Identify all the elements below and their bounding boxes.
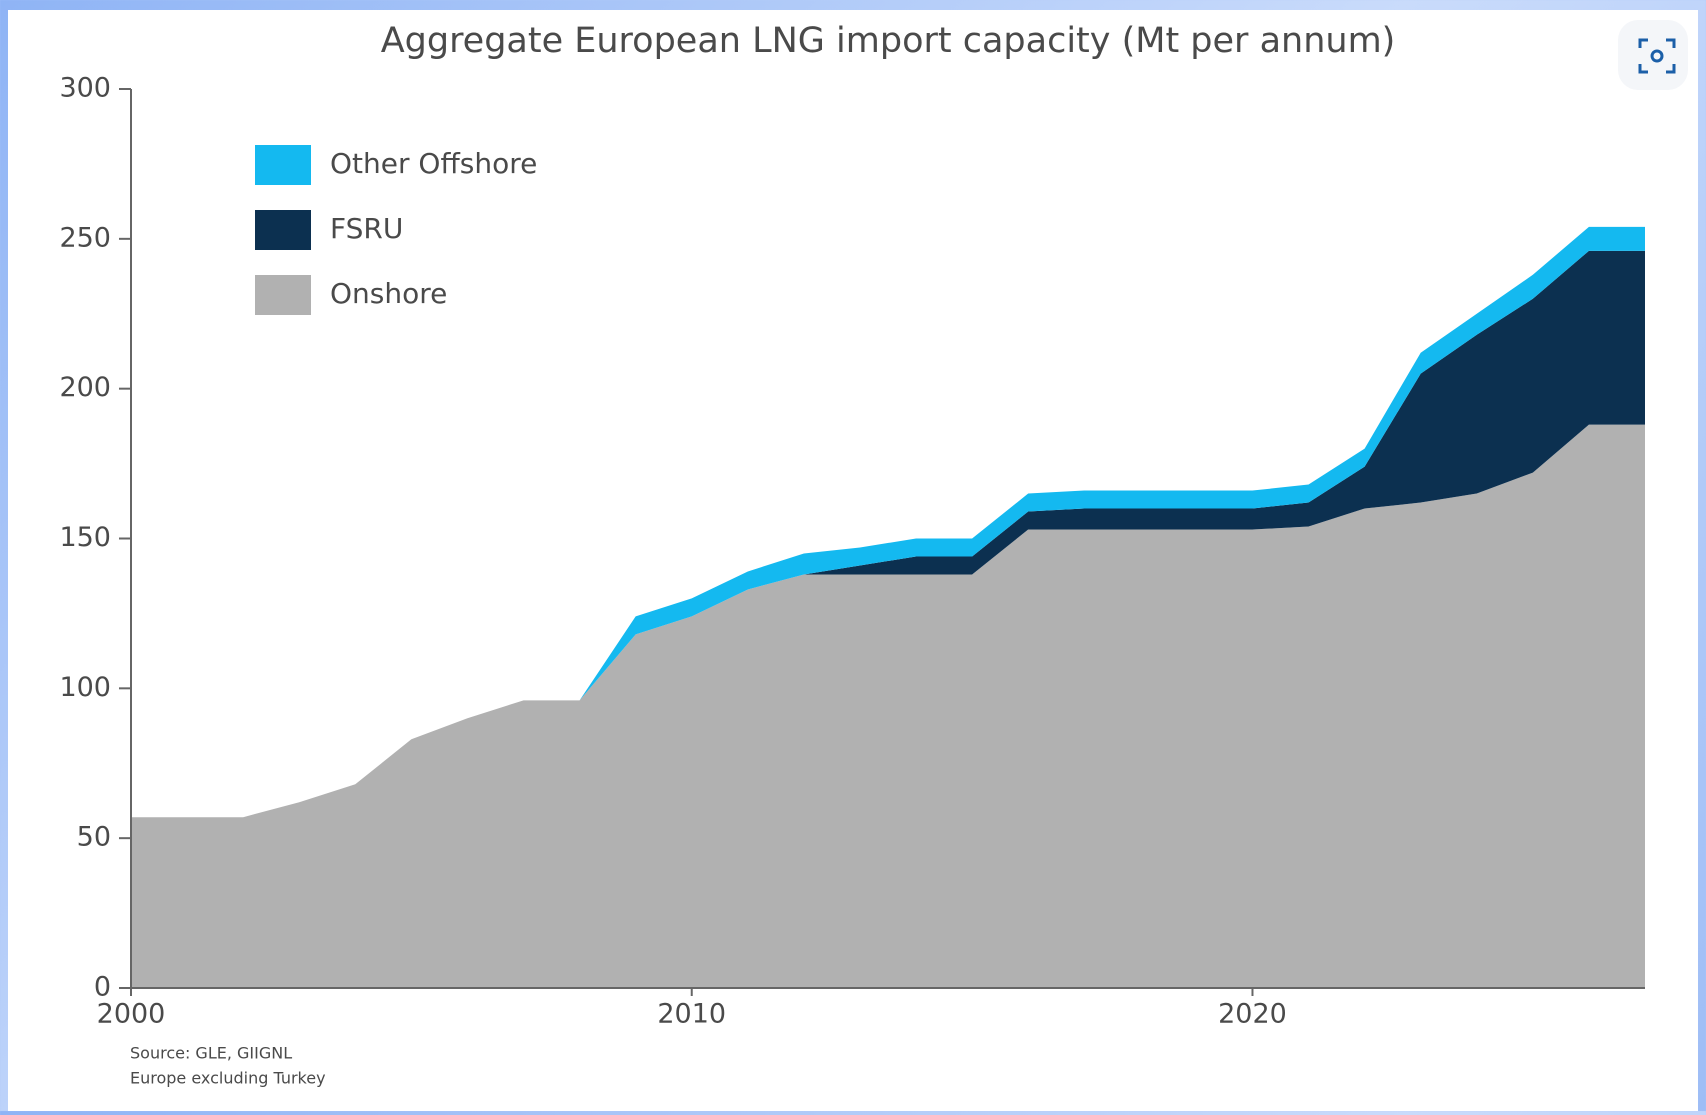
legend-label: Onshore — [330, 277, 447, 310]
y-tick-label: 150 — [59, 522, 111, 553]
lens-dot — [1650, 49, 1664, 63]
legend-label: Other Offshore — [330, 147, 537, 180]
note: Europe excluding Turkey — [130, 1069, 326, 1088]
lens-icon[interactable] — [1618, 20, 1688, 90]
legend-label: FSRU — [330, 212, 403, 245]
x-tick-label: 2000 — [97, 999, 166, 1030]
chart-title: Aggregate European LNG import capacity (… — [381, 21, 1396, 61]
y-tick-label: 300 — [59, 73, 111, 104]
legend-swatch — [255, 275, 311, 315]
x-tick-label: 2020 — [1218, 999, 1287, 1030]
legend-swatch — [255, 145, 311, 185]
area — [131, 424, 1645, 988]
y-tick-label: 200 — [59, 372, 111, 403]
note: Source: GLE, GIIGNL — [130, 1044, 292, 1063]
y-tick-label: 0 — [94, 972, 111, 1003]
y-tick-label: 100 — [59, 672, 111, 703]
y-tick-label: 50 — [77, 822, 111, 853]
legend-swatch — [255, 210, 311, 250]
panel: Aggregate European LNG import capacity (… — [8, 10, 1698, 1111]
x-tick-label: 2010 — [657, 999, 726, 1030]
lens-frame — [1638, 38, 1676, 74]
y-tick-label: 250 — [59, 222, 111, 253]
chart: Aggregate European LNG import capacity (… — [59, 20, 1688, 1088]
